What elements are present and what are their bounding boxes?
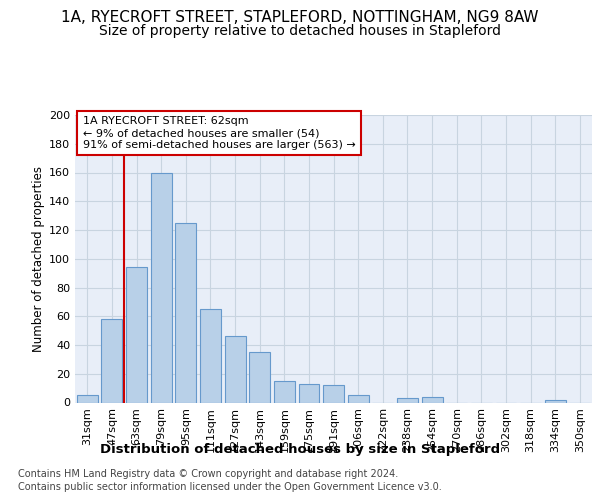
Bar: [101, 319, 122, 402]
Text: 1A RYECROFT STREET: 62sqm
← 9% of detached houses are smaller (54)
91% of semi-d: 1A RYECROFT STREET: 62sqm ← 9% of detach…: [83, 116, 356, 150]
Bar: [151, 172, 172, 402]
Text: 1A, RYECROFT STREET, STAPLEFORD, NOTTINGHAM, NG9 8AW: 1A, RYECROFT STREET, STAPLEFORD, NOTTING…: [61, 10, 539, 25]
Bar: [545, 400, 566, 402]
Bar: [422, 397, 443, 402]
Bar: [200, 309, 221, 402]
Text: Distribution of detached houses by size in Stapleford: Distribution of detached houses by size …: [100, 442, 500, 456]
Bar: [126, 268, 147, 402]
Bar: [299, 384, 319, 402]
Bar: [224, 336, 245, 402]
Bar: [77, 396, 98, 402]
Y-axis label: Number of detached properties: Number of detached properties: [32, 166, 45, 352]
Text: Contains HM Land Registry data © Crown copyright and database right 2024.: Contains HM Land Registry data © Crown c…: [18, 469, 398, 479]
Bar: [397, 398, 418, 402]
Bar: [249, 352, 270, 403]
Text: Contains public sector information licensed under the Open Government Licence v3: Contains public sector information licen…: [18, 482, 442, 492]
Text: Size of property relative to detached houses in Stapleford: Size of property relative to detached ho…: [99, 24, 501, 38]
Bar: [175, 223, 196, 402]
Bar: [323, 385, 344, 402]
Bar: [348, 396, 368, 402]
Bar: [274, 381, 295, 402]
